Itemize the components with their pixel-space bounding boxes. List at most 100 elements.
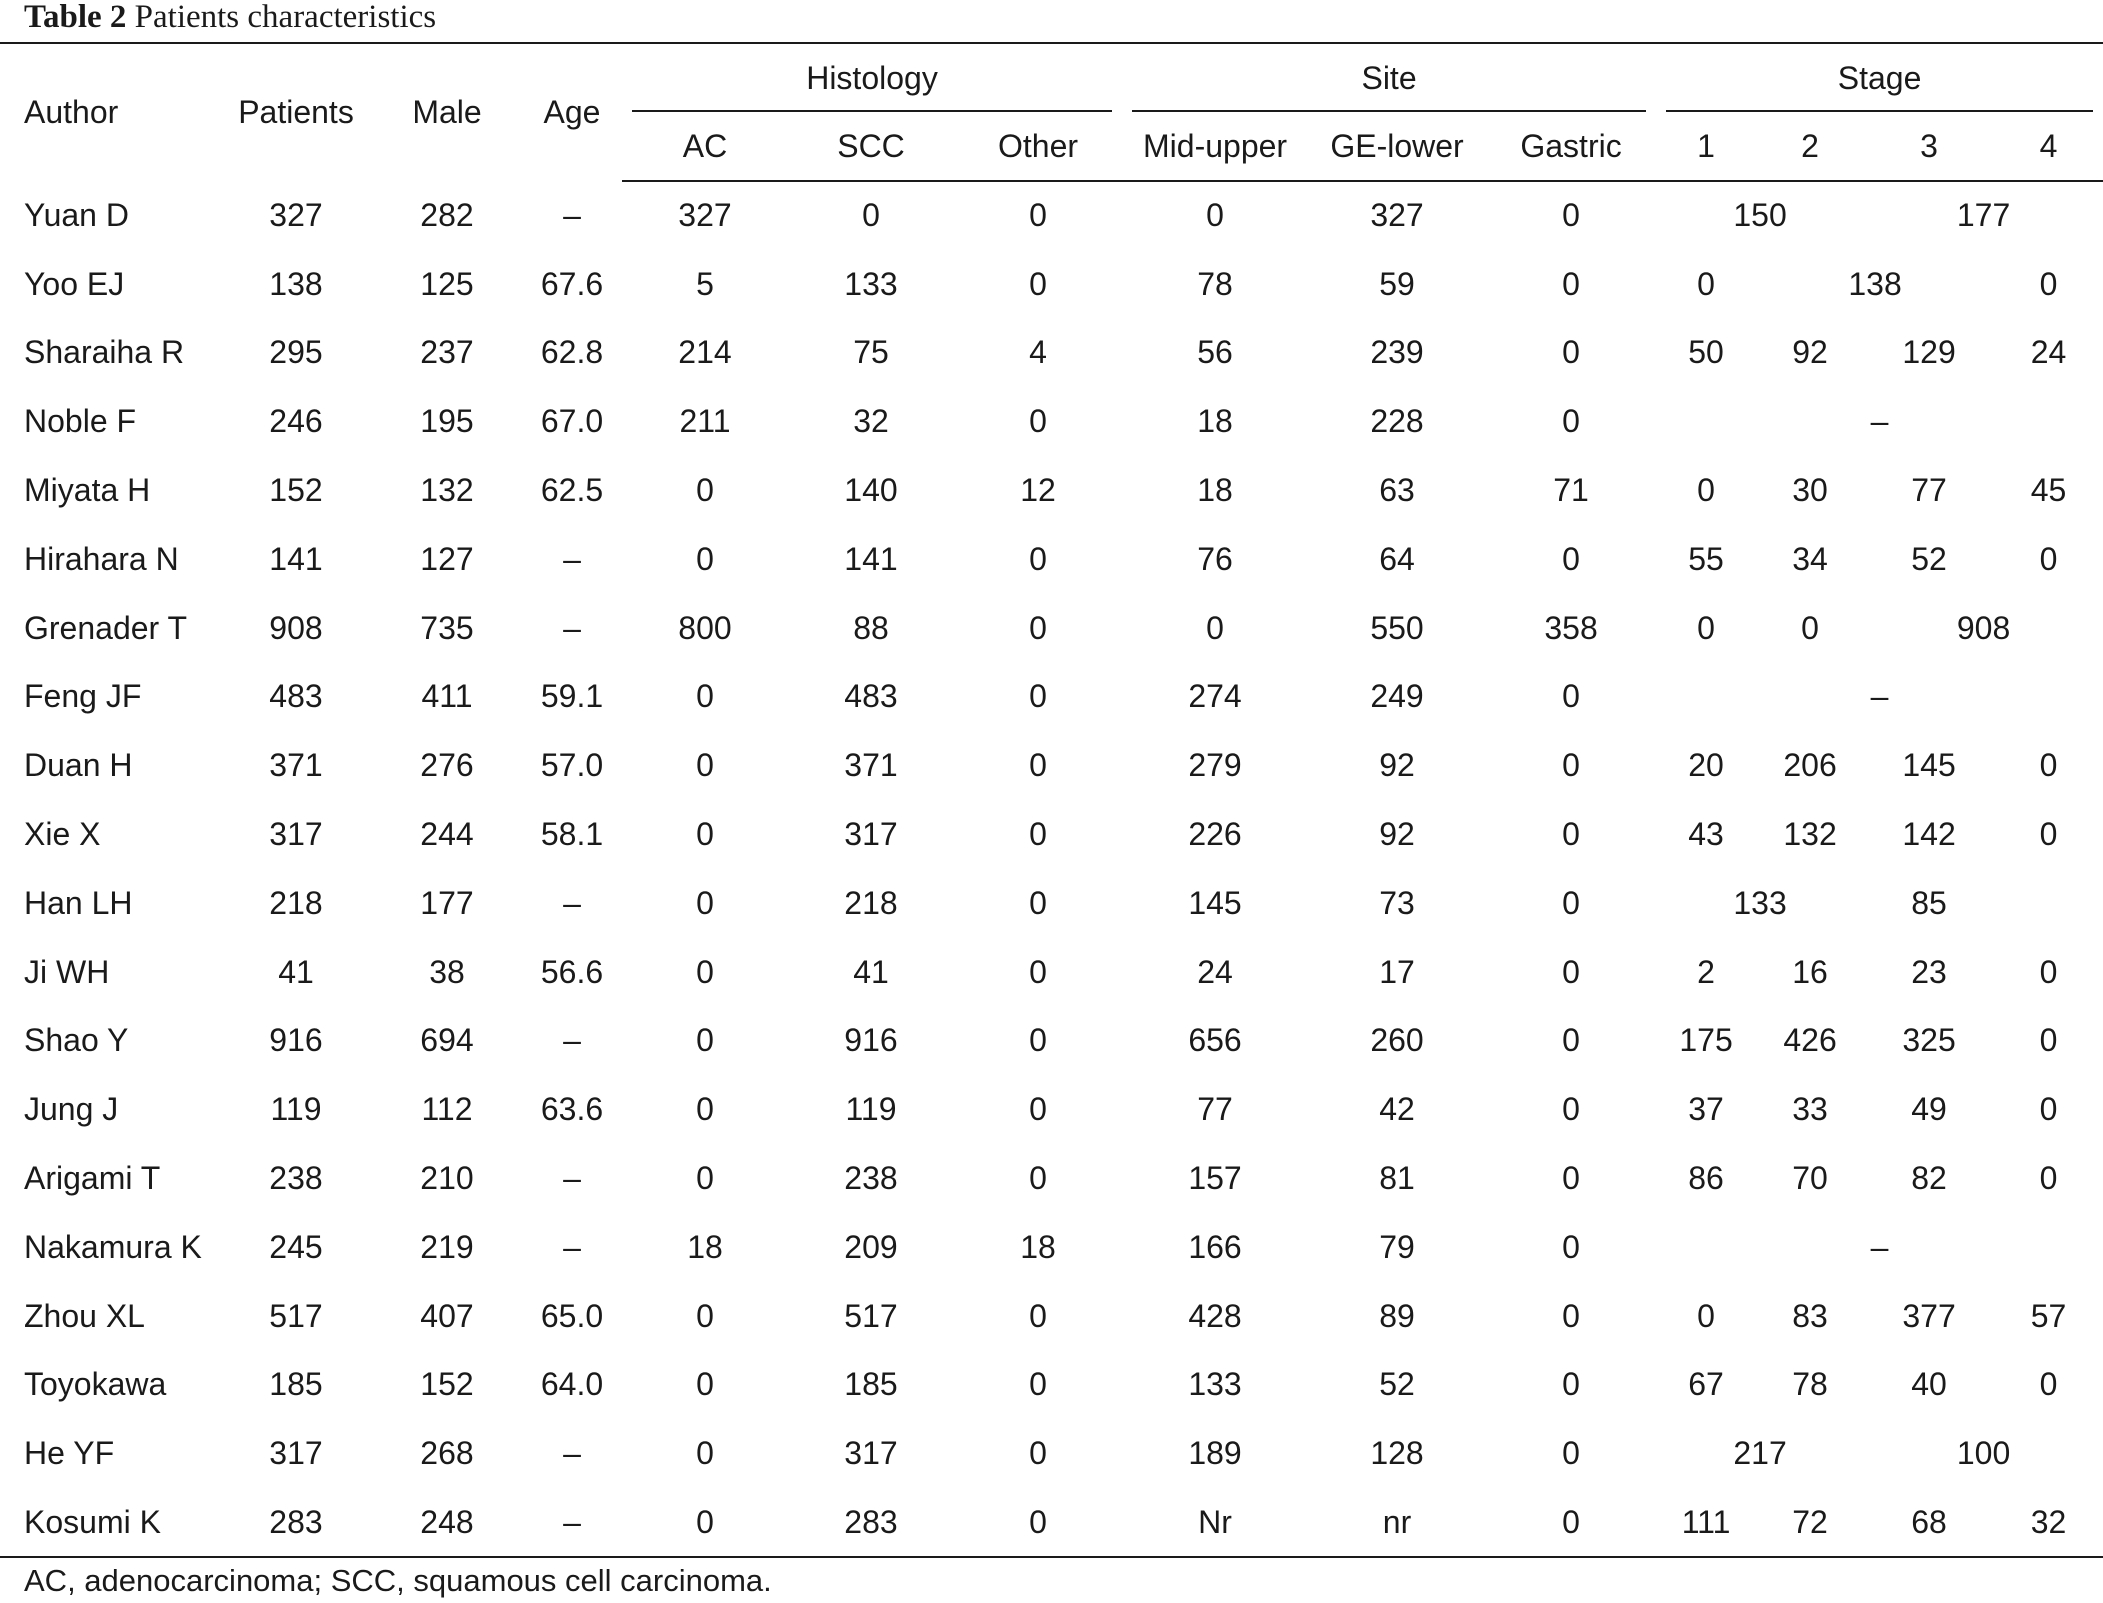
cell-author: Xie X — [24, 816, 101, 853]
cell-gastric: 0 — [1562, 884, 1580, 921]
cell-stage-4: 0 — [2039, 540, 2058, 577]
cell-mid-upper: 0 — [1206, 197, 1224, 234]
cell-stage-3: 49 — [1911, 1091, 1947, 1128]
cell-stage-2: 70 — [1792, 1160, 1828, 1197]
header-male: Male — [372, 42, 522, 181]
cell-stage-3: 145 — [1902, 747, 1956, 784]
cell-stage-1: 175 — [1679, 1022, 1733, 1059]
cell-male: 407 — [420, 1297, 474, 1334]
cell-stage-2: 0 — [1801, 609, 1819, 646]
cell-ge-lower: 73 — [1379, 884, 1415, 921]
cell-stage-3: 142 — [1902, 816, 1956, 853]
cell-stage-1: 37 — [1688, 1091, 1724, 1128]
cell-scc: 317 — [844, 816, 898, 853]
cell-male: 248 — [372, 1488, 522, 1558]
cell-stage-3: 325 — [1902, 1022, 1956, 1059]
cell-author: Noble F — [24, 403, 137, 440]
cell-age: 67.0 — [540, 403, 604, 440]
table-caption-title: Patients characteristics — [134, 0, 437, 35]
table-row: Arigami T 238 210 – 0 238 0 157 81 0 86 70 82 0 — [0, 1144, 2103, 1213]
cell-other: 0 — [1029, 1435, 1047, 1472]
cell-stage-2: 78 — [1792, 1366, 1828, 1403]
cell-stage-1: 86 — [1688, 1160, 1724, 1197]
cell-stage-3: 23 — [1911, 953, 1947, 990]
cell-stage-1: 0 — [1697, 265, 1715, 302]
cell-male: 38 — [429, 953, 465, 990]
cell-stage-1: 2 — [1697, 953, 1715, 990]
cell-ge-lower: 92 — [1379, 816, 1415, 853]
cell-stage-4: 24 — [2030, 334, 2067, 371]
cell-stage-12: 150 — [1733, 197, 1787, 234]
cell-scc: 141 — [844, 540, 898, 577]
cell-age: – — [563, 196, 581, 233]
cell-gastric: 0 — [1562, 1435, 1580, 1472]
cell-age: – — [563, 1228, 581, 1265]
cell-ge-lower: 228 — [1370, 403, 1424, 440]
header-stage-2: 2 — [1756, 112, 1865, 182]
cell-stage-4: 45 — [2030, 472, 2067, 509]
cell-stage-3: 85 — [1911, 884, 1947, 921]
cell-patients: 246 — [269, 403, 323, 440]
cell-stage-1: 0 — [1697, 472, 1715, 509]
cell-scc: 140 — [844, 472, 898, 509]
table-row: Feng JF 483 411 59.1 0 483 0 274 249 0 – — [0, 663, 2103, 732]
cell-stage-2: 16 — [1792, 953, 1828, 990]
cell-stage-2: 34 — [1792, 540, 1828, 577]
table-row: Ji WH 41 38 56.6 0 41 0 24 17 0 2 16 23 0 — [0, 938, 2103, 1007]
cell-age: – — [522, 1488, 622, 1558]
cell-stage-12: 217 — [1733, 1435, 1787, 1472]
cell-ac: 0 — [696, 953, 714, 990]
cell-author: Shao Y — [24, 1022, 129, 1059]
header-gastric: Gastric — [1486, 112, 1657, 182]
table-row: Sharaiha R 295 237 62.8 214 75 4 56 239 0 50 92 129 2… — [0, 319, 2103, 388]
cell-male: 268 — [420, 1435, 474, 1472]
cell-stage-1: 20 — [1688, 747, 1724, 784]
cell-stage-4: 0 — [2039, 265, 2058, 302]
cell-mid-upper: 145 — [1188, 884, 1242, 921]
cell-gastric: 0 — [1562, 1022, 1580, 1059]
cell-stage-1: 67 — [1688, 1366, 1724, 1403]
cell-mid-upper: 18 — [1197, 403, 1233, 440]
cell-gastric: 0 — [1486, 1488, 1657, 1558]
cell-ac: 0 — [696, 884, 714, 921]
cell-stage-all: – — [1870, 1228, 1889, 1265]
cell-scc: 483 — [844, 678, 898, 715]
cell-author: Miyata H — [24, 472, 151, 509]
header-row-sub: AC SCC Other Mid-upper GE-lower Gastric … — [0, 112, 2103, 182]
cell-stage-4: 32 — [1994, 1488, 2103, 1558]
cell-age: 59.1 — [540, 678, 604, 715]
cell-male: 244 — [420, 816, 474, 853]
cell-gastric: 71 — [1553, 472, 1589, 509]
cell-author: Zhou XL — [24, 1297, 145, 1334]
cell-stage-2: 426 — [1783, 1022, 1837, 1059]
cell-stage-2: 30 — [1792, 472, 1828, 509]
table-row: Jung J 119 112 63.6 0 119 0 77 42 0 37 33 49 0 — [0, 1075, 2103, 1144]
cell-ac: 327 — [678, 197, 732, 234]
cell-ge-lower: 92 — [1379, 747, 1415, 784]
cell-patients: 908 — [269, 609, 323, 646]
table-row: Miyata H 152 132 62.5 0 140 12 18 63 71 0 30 77 45 — [0, 456, 2103, 525]
cell-ge-lower: 79 — [1379, 1228, 1415, 1265]
site-underline — [1132, 110, 1647, 112]
cell-stage-2: 206 — [1783, 747, 1837, 784]
cell-mid-upper: 24 — [1197, 953, 1233, 990]
cell-ge-lower: 42 — [1379, 1091, 1415, 1128]
cell-author: Jung J — [24, 1091, 119, 1128]
cell-stage-12: 133 — [1733, 884, 1787, 921]
cell-scc: 88 — [853, 609, 889, 646]
cell-patients: 295 — [269, 334, 323, 371]
cell-other: 0 — [1029, 1160, 1047, 1197]
cell-stage-34: 100 — [1956, 1435, 2011, 1472]
cell-gastric: 0 — [1562, 816, 1580, 853]
cell-age: 58.1 — [540, 816, 604, 853]
cell-stage-2: 132 — [1783, 816, 1837, 853]
cell-author: Yuan D — [24, 196, 129, 233]
cell-age: 65.0 — [540, 1297, 604, 1334]
cell-patients: 327 — [269, 196, 323, 233]
cell-stage-4: 57 — [2030, 1297, 2067, 1334]
cell-stage-3: 129 — [1902, 334, 1956, 371]
cell-patients: 483 — [269, 678, 323, 715]
cell-stage-1: 50 — [1688, 334, 1724, 371]
cell-age: 62.8 — [540, 334, 604, 371]
cell-patients: 185 — [269, 1366, 323, 1403]
